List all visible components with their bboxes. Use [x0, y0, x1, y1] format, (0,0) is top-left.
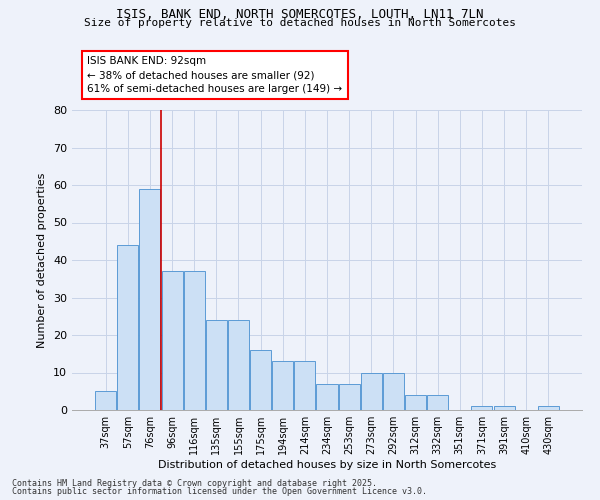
Bar: [427, 395, 448, 410]
Bar: [361, 372, 382, 410]
Bar: [494, 406, 515, 410]
Bar: [161, 271, 182, 410]
Bar: [206, 320, 227, 410]
Bar: [295, 361, 316, 410]
Bar: [272, 361, 293, 410]
Text: Contains public sector information licensed under the Open Government Licence v3: Contains public sector information licen…: [12, 487, 427, 496]
Text: ISIS, BANK END, NORTH SOMERCOTES, LOUTH, LN11 7LN: ISIS, BANK END, NORTH SOMERCOTES, LOUTH,…: [116, 8, 484, 20]
Bar: [95, 391, 116, 410]
Bar: [139, 188, 160, 410]
Text: ISIS BANK END: 92sqm
← 38% of detached houses are smaller (92)
61% of semi-detac: ISIS BANK END: 92sqm ← 38% of detached h…: [88, 56, 343, 94]
Bar: [250, 350, 271, 410]
Bar: [405, 395, 426, 410]
Bar: [228, 320, 249, 410]
Bar: [538, 406, 559, 410]
Bar: [338, 384, 359, 410]
Bar: [472, 406, 493, 410]
Text: Contains HM Land Registry data © Crown copyright and database right 2025.: Contains HM Land Registry data © Crown c…: [12, 478, 377, 488]
Bar: [118, 245, 139, 410]
Text: Size of property relative to detached houses in North Somercotes: Size of property relative to detached ho…: [84, 18, 516, 28]
Bar: [383, 372, 404, 410]
Bar: [184, 271, 205, 410]
X-axis label: Distribution of detached houses by size in North Somercotes: Distribution of detached houses by size …: [158, 460, 496, 470]
Y-axis label: Number of detached properties: Number of detached properties: [37, 172, 47, 348]
Bar: [316, 384, 338, 410]
